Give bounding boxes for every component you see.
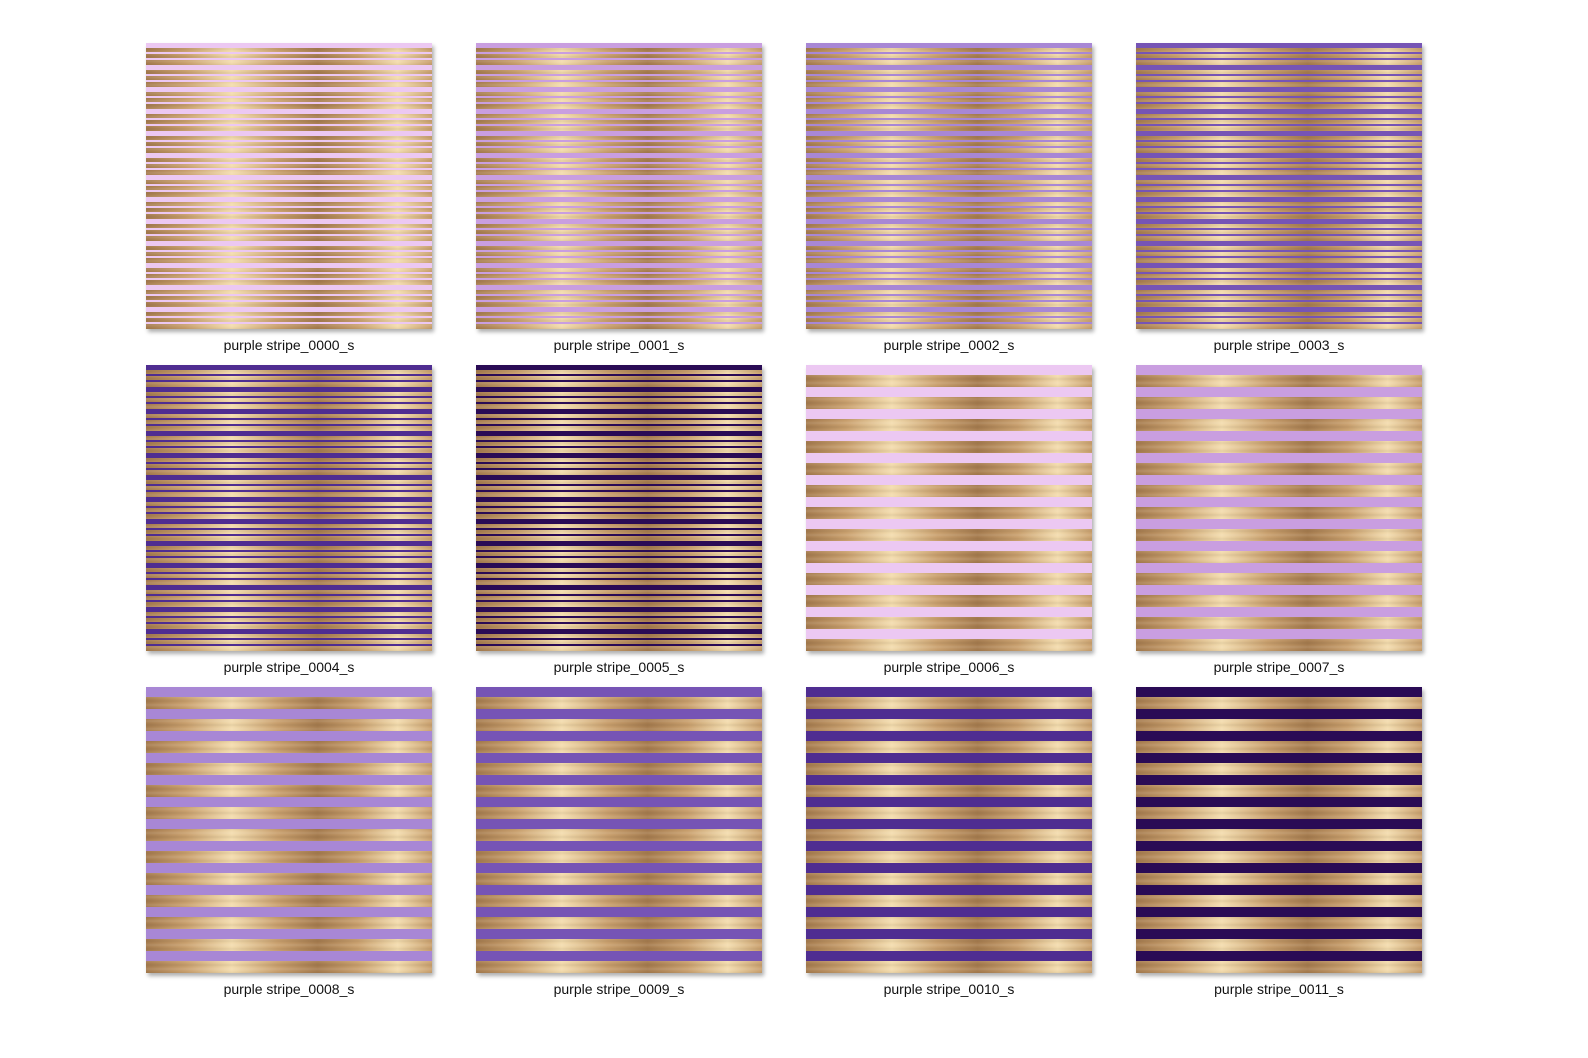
pattern-thumbnail[interactable] — [806, 365, 1092, 651]
file-name-label: purple stripe_0006_s — [883, 659, 1015, 675]
pattern-thumbnail[interactable] — [806, 687, 1092, 973]
pattern-thumbnail[interactable] — [1136, 687, 1422, 973]
file-name-label: purple stripe_0007_s — [1213, 659, 1345, 675]
file-item[interactable]: purple stripe_0003_s — [1136, 43, 1422, 353]
pattern-thumbnail[interactable] — [476, 687, 762, 973]
pattern-thumbnail[interactable] — [476, 43, 762, 329]
pattern-thumbnail[interactable] — [146, 365, 432, 651]
file-name-label: purple stripe_0005_s — [553, 659, 685, 675]
file-item[interactable]: purple stripe_0004_s — [146, 365, 432, 675]
pattern-thumbnail[interactable] — [146, 43, 432, 329]
file-item[interactable]: purple stripe_0009_s — [476, 687, 762, 997]
file-item[interactable]: purple stripe_0008_s — [146, 687, 432, 997]
file-name-label: purple stripe_0000_s — [223, 337, 355, 353]
pattern-thumbnail[interactable] — [1136, 365, 1422, 651]
pattern-thumbnail[interactable] — [476, 365, 762, 651]
file-item[interactable]: purple stripe_0001_s — [476, 43, 762, 353]
file-name-label: purple stripe_0008_s — [223, 981, 355, 997]
file-name-label: purple stripe_0002_s — [883, 337, 1015, 353]
pattern-thumbnail[interactable] — [806, 43, 1092, 329]
file-item[interactable]: purple stripe_0000_s — [146, 43, 432, 353]
file-name-label: purple stripe_0009_s — [553, 981, 685, 997]
file-name-label: purple stripe_0010_s — [883, 981, 1015, 997]
file-item[interactable]: purple stripe_0010_s — [806, 687, 1092, 997]
file-item[interactable]: purple stripe_0005_s — [476, 365, 762, 675]
file-item[interactable]: purple stripe_0006_s — [806, 365, 1092, 675]
pattern-thumbnail[interactable] — [1136, 43, 1422, 329]
pattern-thumbnail[interactable] — [146, 687, 432, 973]
file-item[interactable]: purple stripe_0002_s — [806, 43, 1092, 353]
file-name-label: purple stripe_0003_s — [1213, 337, 1345, 353]
file-item[interactable]: purple stripe_0011_s — [1136, 687, 1422, 997]
file-name-label: purple stripe_0004_s — [223, 659, 355, 675]
file-item[interactable]: purple stripe_0007_s — [1136, 365, 1422, 675]
thumbnail-grid: purple stripe_0000_s purple stripe_0001_… — [146, 43, 1422, 997]
file-name-label: purple stripe_0011_s — [1214, 981, 1344, 997]
file-name-label: purple stripe_0001_s — [553, 337, 685, 353]
